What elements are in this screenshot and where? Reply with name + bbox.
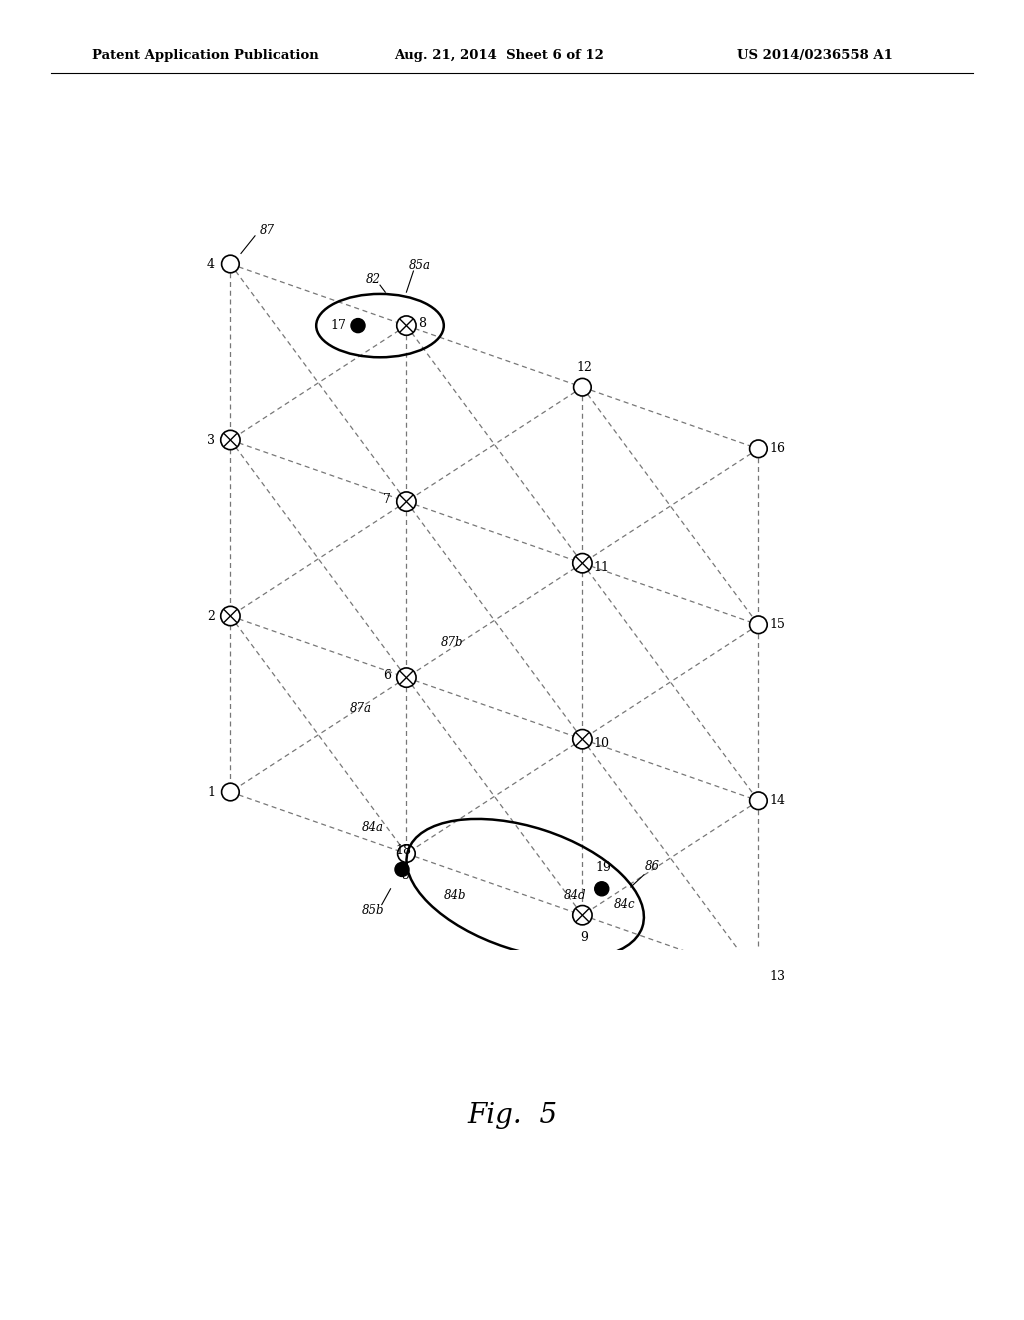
Text: US 2014/0236558 A1: US 2014/0236558 A1 [737, 49, 893, 62]
Text: 2: 2 [207, 610, 215, 623]
Circle shape [351, 318, 365, 333]
Text: 19: 19 [596, 861, 611, 874]
Text: 85b: 85b [361, 904, 384, 917]
Text: Patent Application Publication: Patent Application Publication [92, 49, 318, 62]
Circle shape [750, 616, 767, 634]
Circle shape [750, 440, 767, 458]
Text: 13: 13 [770, 970, 785, 983]
Text: 7: 7 [383, 494, 391, 507]
Text: 15: 15 [770, 618, 785, 631]
Text: 10: 10 [594, 737, 609, 750]
Text: Fig.  5: Fig. 5 [467, 1102, 557, 1129]
Circle shape [396, 492, 416, 511]
Text: 87a: 87a [349, 702, 372, 715]
Circle shape [397, 845, 415, 862]
Text: 87: 87 [260, 224, 274, 238]
Circle shape [396, 668, 416, 688]
Text: 84d: 84d [564, 890, 587, 903]
Circle shape [750, 968, 767, 986]
Text: 6: 6 [383, 669, 391, 682]
Text: 5: 5 [402, 869, 411, 882]
Text: 3: 3 [207, 433, 215, 446]
Text: 86: 86 [645, 861, 660, 874]
Text: 18: 18 [395, 843, 412, 857]
Text: 9: 9 [581, 931, 588, 944]
Circle shape [572, 730, 592, 748]
Circle shape [221, 783, 240, 801]
Circle shape [221, 430, 240, 450]
Text: 16: 16 [770, 442, 785, 455]
Circle shape [396, 315, 416, 335]
Text: 87b: 87b [441, 636, 464, 649]
Circle shape [221, 255, 240, 273]
Text: 11: 11 [594, 561, 609, 574]
Circle shape [573, 379, 591, 396]
Text: 84a: 84a [361, 821, 384, 834]
Circle shape [572, 906, 592, 925]
Text: 17: 17 [331, 319, 346, 333]
Text: 12: 12 [577, 362, 592, 375]
Text: 84c: 84c [613, 898, 636, 911]
Circle shape [395, 862, 409, 876]
Circle shape [572, 553, 592, 573]
Text: 82: 82 [366, 273, 381, 286]
Text: 1: 1 [207, 785, 215, 799]
Text: 84b: 84b [443, 890, 466, 903]
Text: 4: 4 [207, 257, 215, 271]
Circle shape [221, 606, 240, 626]
Text: Aug. 21, 2014  Sheet 6 of 12: Aug. 21, 2014 Sheet 6 of 12 [394, 49, 604, 62]
Text: 14: 14 [770, 795, 785, 808]
Text: 8: 8 [418, 317, 426, 330]
Text: 85a: 85a [409, 259, 431, 272]
Circle shape [595, 882, 609, 896]
Circle shape [750, 792, 767, 809]
